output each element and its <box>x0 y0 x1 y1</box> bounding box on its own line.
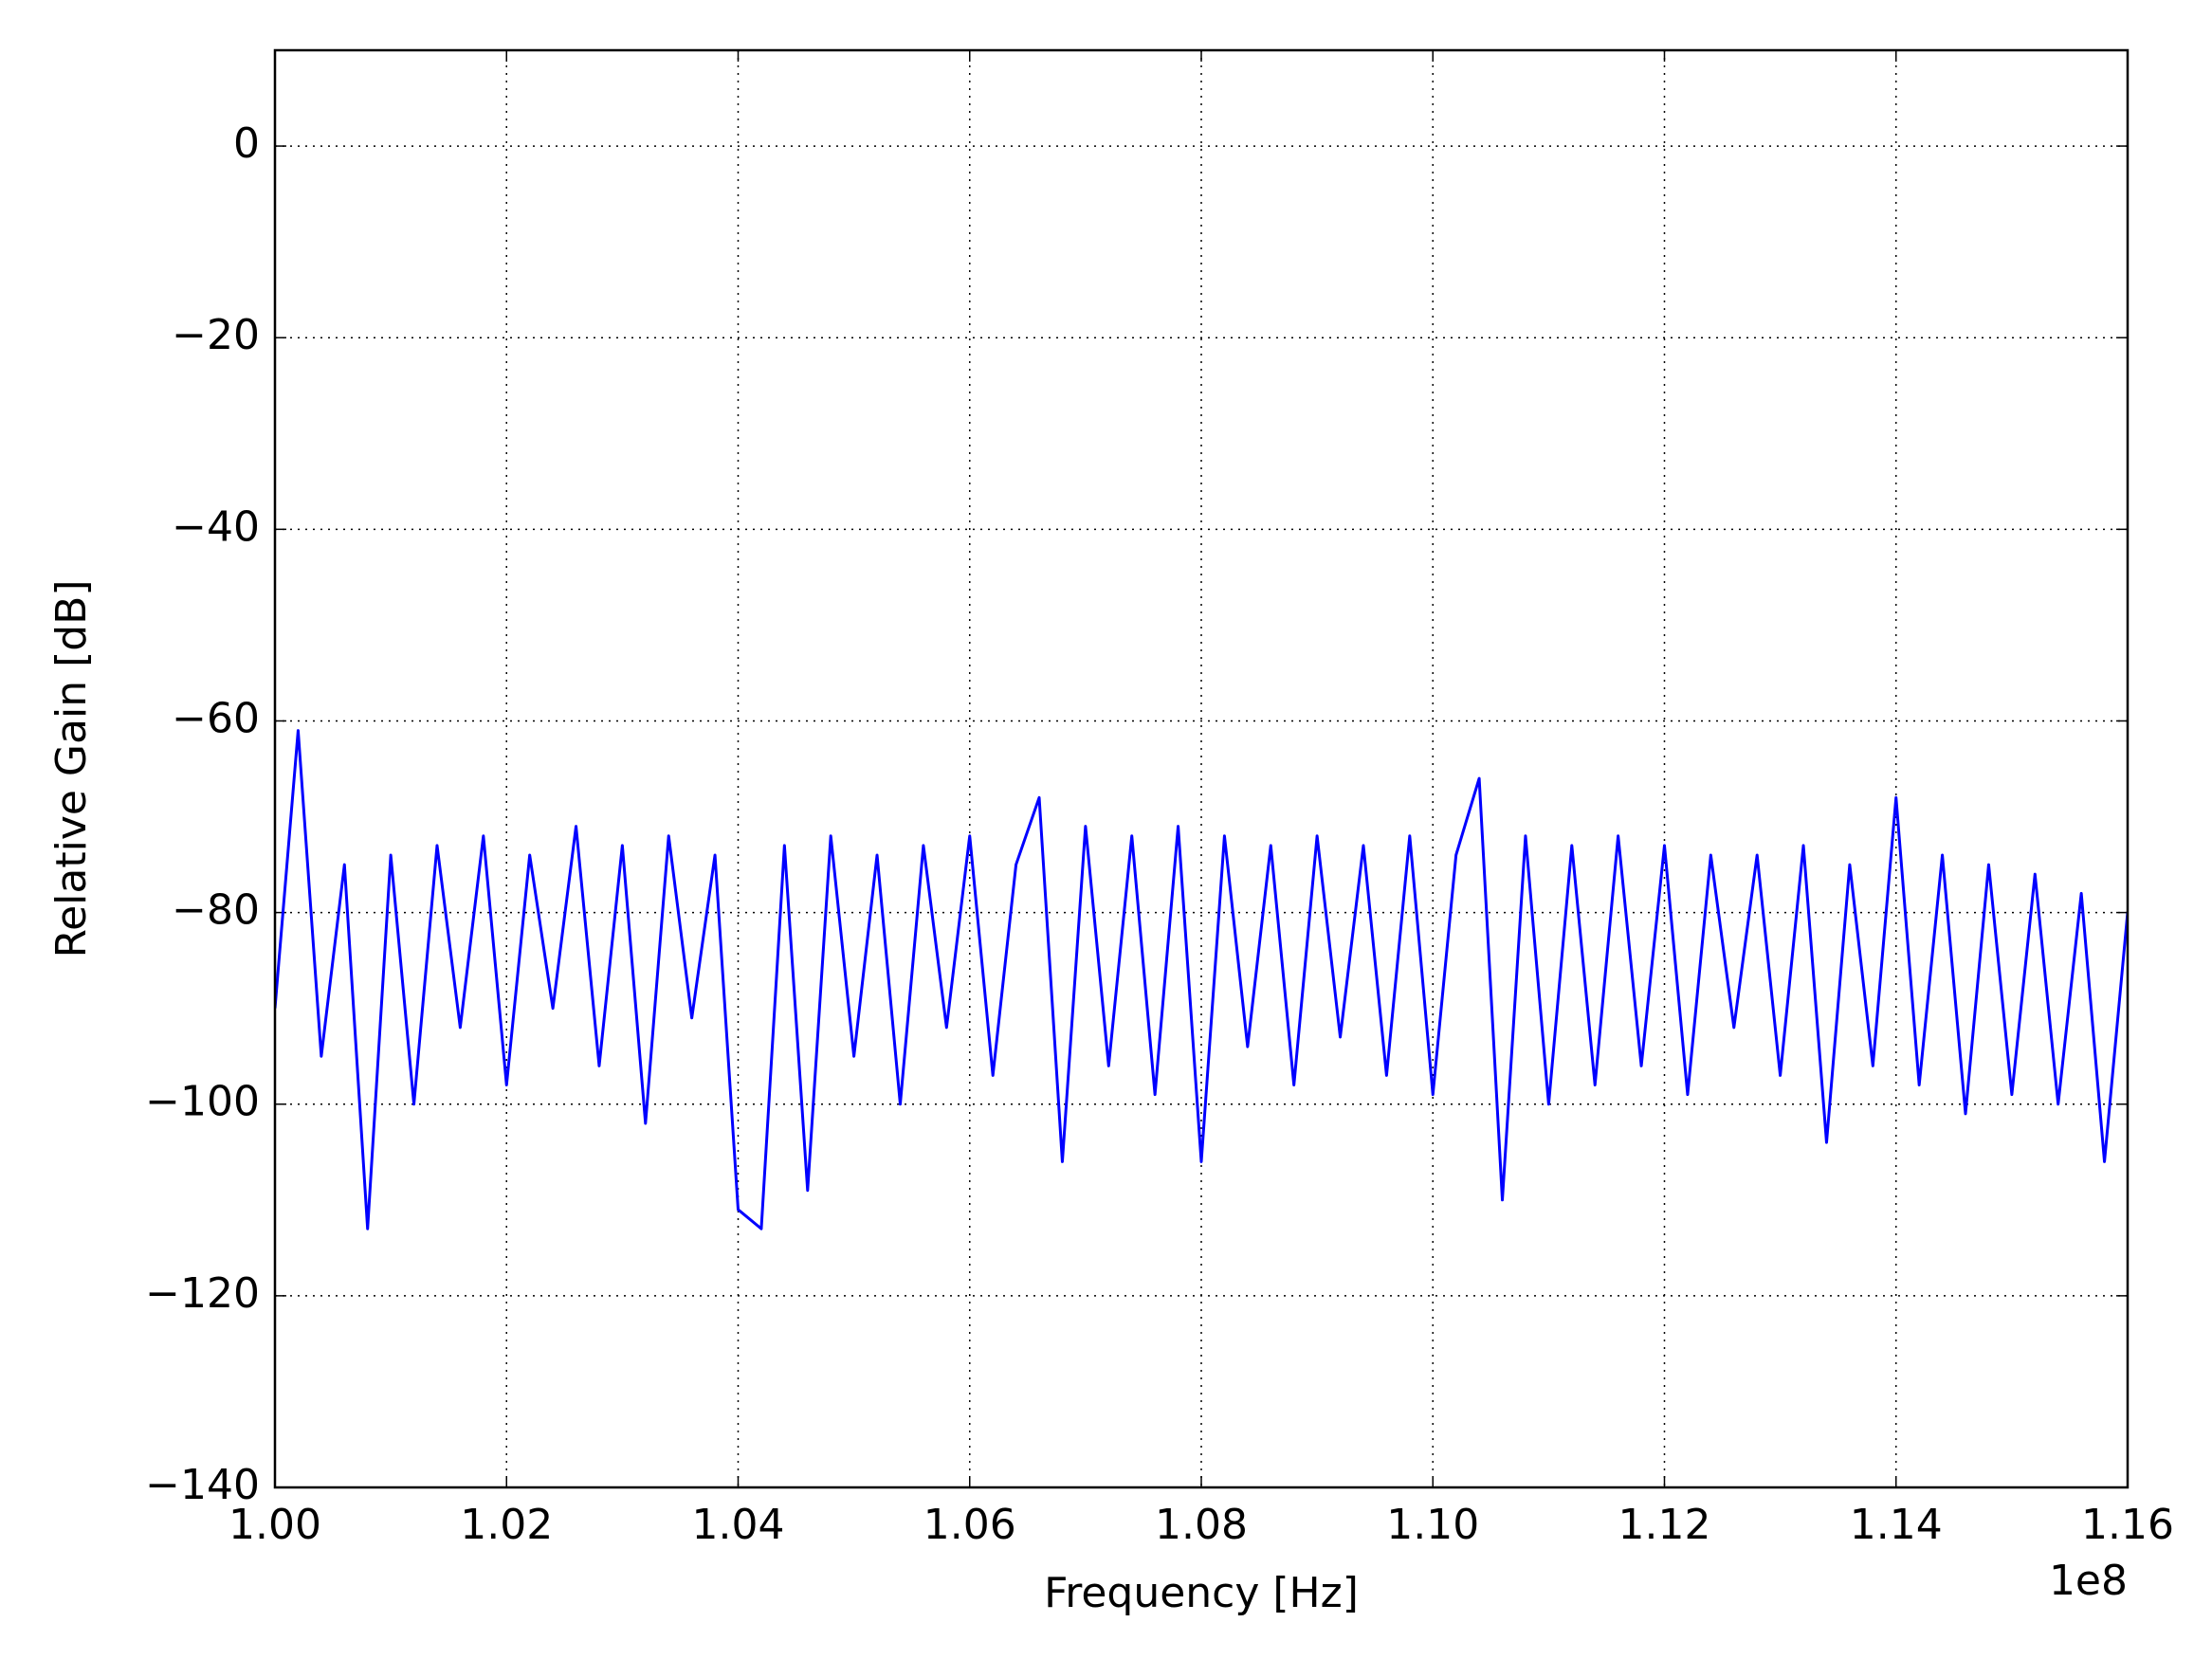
x-tick-label: 1.02 <box>460 1501 553 1549</box>
data-line <box>275 729 2128 1231</box>
x-tick-label: 1.00 <box>229 1501 321 1549</box>
x-tick-label: 1.04 <box>692 1501 785 1549</box>
x-tick-label: 1.10 <box>1386 1501 1479 1549</box>
y-tick-label: 0 <box>233 119 260 168</box>
y-tick-label: −140 <box>145 1461 260 1509</box>
x-axis-label: Frequency [Hz] <box>1044 1569 1359 1617</box>
plot-frame <box>273 48 2130 1489</box>
y-tick-label: −80 <box>172 886 260 935</box>
y-tick-label: −40 <box>172 502 260 551</box>
y-axis-label: Relative Gain [dB] <box>47 579 96 957</box>
x-tick-label: 1.06 <box>923 1501 1016 1549</box>
y-tick-label: −100 <box>145 1078 260 1126</box>
x-tick-label: 1.14 <box>1850 1501 1943 1549</box>
x-offset-label: 1e8 <box>2049 1557 2128 1605</box>
x-tick-label: 1.08 <box>1155 1501 1248 1549</box>
y-tick-label: −20 <box>172 311 260 359</box>
y-tick-label: −60 <box>172 694 260 742</box>
x-tick-label: 1.16 <box>2081 1501 2174 1549</box>
x-tick-label: 1.12 <box>1618 1501 1711 1549</box>
y-tick-label: −120 <box>145 1269 260 1318</box>
